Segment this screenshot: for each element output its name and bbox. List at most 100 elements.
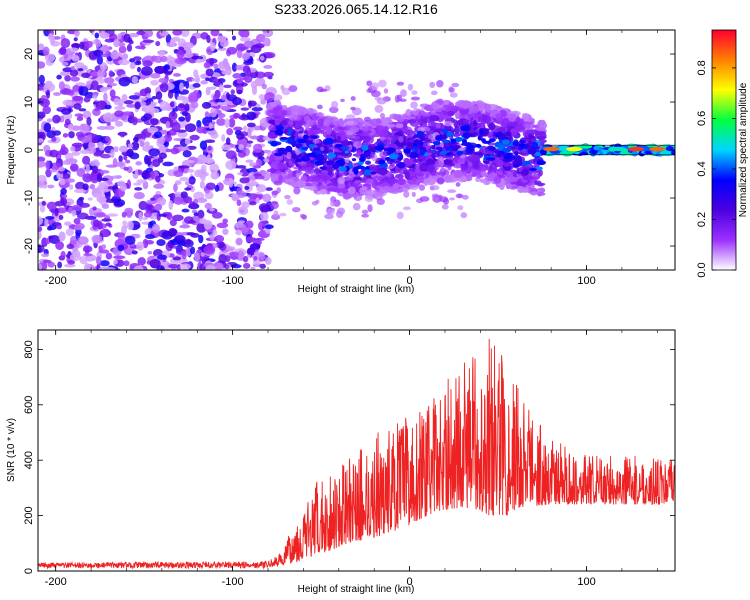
spectrogram-cell	[380, 129, 387, 134]
spectrogram-cell	[156, 197, 167, 206]
spectrogram-cell	[97, 77, 105, 84]
spectrogram-cell	[376, 97, 387, 105]
spectrogram-cell	[143, 211, 152, 218]
spectrogram-cell	[56, 224, 63, 230]
spectrogram-cell	[435, 108, 443, 113]
spectrogram-cell	[183, 196, 193, 204]
spectrogram-cell	[426, 164, 435, 173]
spectrogram-cell	[45, 89, 51, 99]
spectrogram-cell	[493, 176, 502, 184]
snr-x-ticks: -200 -100 0 100	[45, 330, 658, 588]
spectrogram-cell	[133, 136, 139, 143]
spectrogram-cell	[122, 53, 129, 60]
spectrogram-cell	[97, 184, 109, 191]
spectrogram-cell	[173, 170, 184, 177]
spectrogram-cell	[235, 165, 247, 169]
spectrogram-cell	[156, 211, 161, 222]
spectrogram-cell	[403, 148, 411, 154]
spectrogram-cell	[490, 146, 495, 152]
spectrogram-cell	[225, 92, 230, 100]
spectrogram-cell	[488, 138, 496, 143]
spectrogram-cell	[184, 123, 197, 133]
spectrogram-cell	[247, 181, 259, 187]
spectrogram-cell	[204, 157, 215, 164]
spectrogram-cell	[98, 189, 110, 193]
x-tick-label: -100	[222, 576, 244, 588]
spectrogram-cell	[95, 100, 108, 110]
spectrogram-cell	[214, 234, 225, 243]
spectrogram-cell	[142, 39, 155, 43]
colorbar-bar	[711, 29, 737, 271]
spectrogram-cell	[196, 119, 202, 129]
spectrogram-cell	[38, 263, 43, 270]
spectrogram-cell	[363, 142, 371, 146]
spectrogram-cell	[235, 237, 243, 246]
spectrogram-cell	[363, 116, 372, 122]
spectrogram-cell	[389, 178, 400, 183]
spectrogram-cell	[60, 38, 71, 49]
spectrogram-cell	[38, 74, 45, 85]
spectrogram-cell	[286, 109, 292, 116]
spectrogram-cell	[71, 209, 77, 217]
spectrogram-cell	[246, 122, 256, 128]
spectrogram-cell	[58, 231, 66, 242]
spectrogram-cell	[458, 153, 468, 162]
spectrogram-cell	[487, 132, 493, 138]
spectrogram-cell	[559, 151, 570, 156]
spectrogram-cell	[148, 148, 160, 157]
spectrogram-cell	[413, 158, 423, 163]
spectrogram-cell	[528, 133, 534, 139]
spectrogram-cell	[535, 166, 543, 171]
spectrogram-cell	[472, 162, 480, 170]
spectrogram-cell	[157, 50, 166, 57]
spectrogram-cell	[258, 93, 265, 100]
spectrogram-cell	[163, 64, 171, 71]
spectrogram-cell	[284, 179, 294, 183]
spectrogram-cell	[451, 82, 460, 88]
spectrogram-cell	[178, 116, 186, 122]
spectrogram-cell	[104, 190, 111, 200]
snr-frame	[37, 329, 676, 572]
spectrogram-cell	[276, 125, 284, 131]
spectrogram-cell	[123, 225, 128, 229]
spectrogram-cell	[415, 178, 421, 185]
spectrogram-cell	[316, 86, 324, 93]
spectrogram-cell	[73, 225, 83, 231]
spectrogram-cell	[269, 201, 279, 210]
spectrogram-cell	[270, 103, 278, 108]
spectrogram-cell	[245, 220, 254, 229]
spectrogram-cell	[223, 84, 232, 89]
spectrogram-cell	[216, 112, 226, 119]
spectrogram-cell	[537, 169, 543, 177]
spectrogram-cell	[344, 150, 349, 154]
spectrogram-cell	[90, 173, 99, 184]
spectrogram-cell	[321, 170, 329, 174]
spectrogram-cell	[243, 60, 254, 65]
snr-y-label: SNR (10 * v/v)	[6, 418, 17, 482]
spectrogram-cell	[68, 131, 75, 139]
spectrogram-cell	[55, 241, 65, 250]
spectrogram-cell	[133, 182, 142, 186]
spectrogram-cell	[277, 161, 286, 170]
spectrogram-cell	[270, 140, 279, 147]
spectrogram-cell	[529, 170, 539, 174]
spectrogram-cell	[151, 223, 160, 233]
spectrogram-cell	[437, 98, 444, 106]
spectrogram-cell	[172, 256, 182, 261]
spectrogram-cell	[371, 182, 376, 189]
spectrogram-cell	[77, 212, 89, 220]
spectrogram-cell	[253, 143, 263, 153]
spectrogram-cell	[146, 93, 151, 99]
spectrogram-cell	[319, 129, 326, 135]
spectrogram-cell	[169, 219, 177, 227]
spectrogram-cell	[439, 150, 448, 155]
spectrogram-cell	[350, 106, 356, 111]
spectrogram-cell	[52, 212, 62, 222]
spectrogram-cell	[430, 102, 440, 110]
spectrogram-cell	[209, 58, 215, 67]
spectrogram-cell	[386, 166, 394, 170]
spectrogram-cell	[246, 67, 252, 77]
spectrogram-cell	[228, 118, 236, 128]
spectrogram-cell	[366, 189, 374, 195]
